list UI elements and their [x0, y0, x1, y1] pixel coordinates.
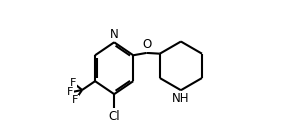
Text: O: O	[142, 38, 151, 51]
Text: NH: NH	[172, 92, 190, 105]
Text: Cl: Cl	[108, 110, 120, 123]
Text: F: F	[72, 95, 78, 105]
Text: N: N	[110, 28, 119, 41]
Text: F: F	[67, 87, 73, 97]
Text: F: F	[70, 78, 77, 88]
